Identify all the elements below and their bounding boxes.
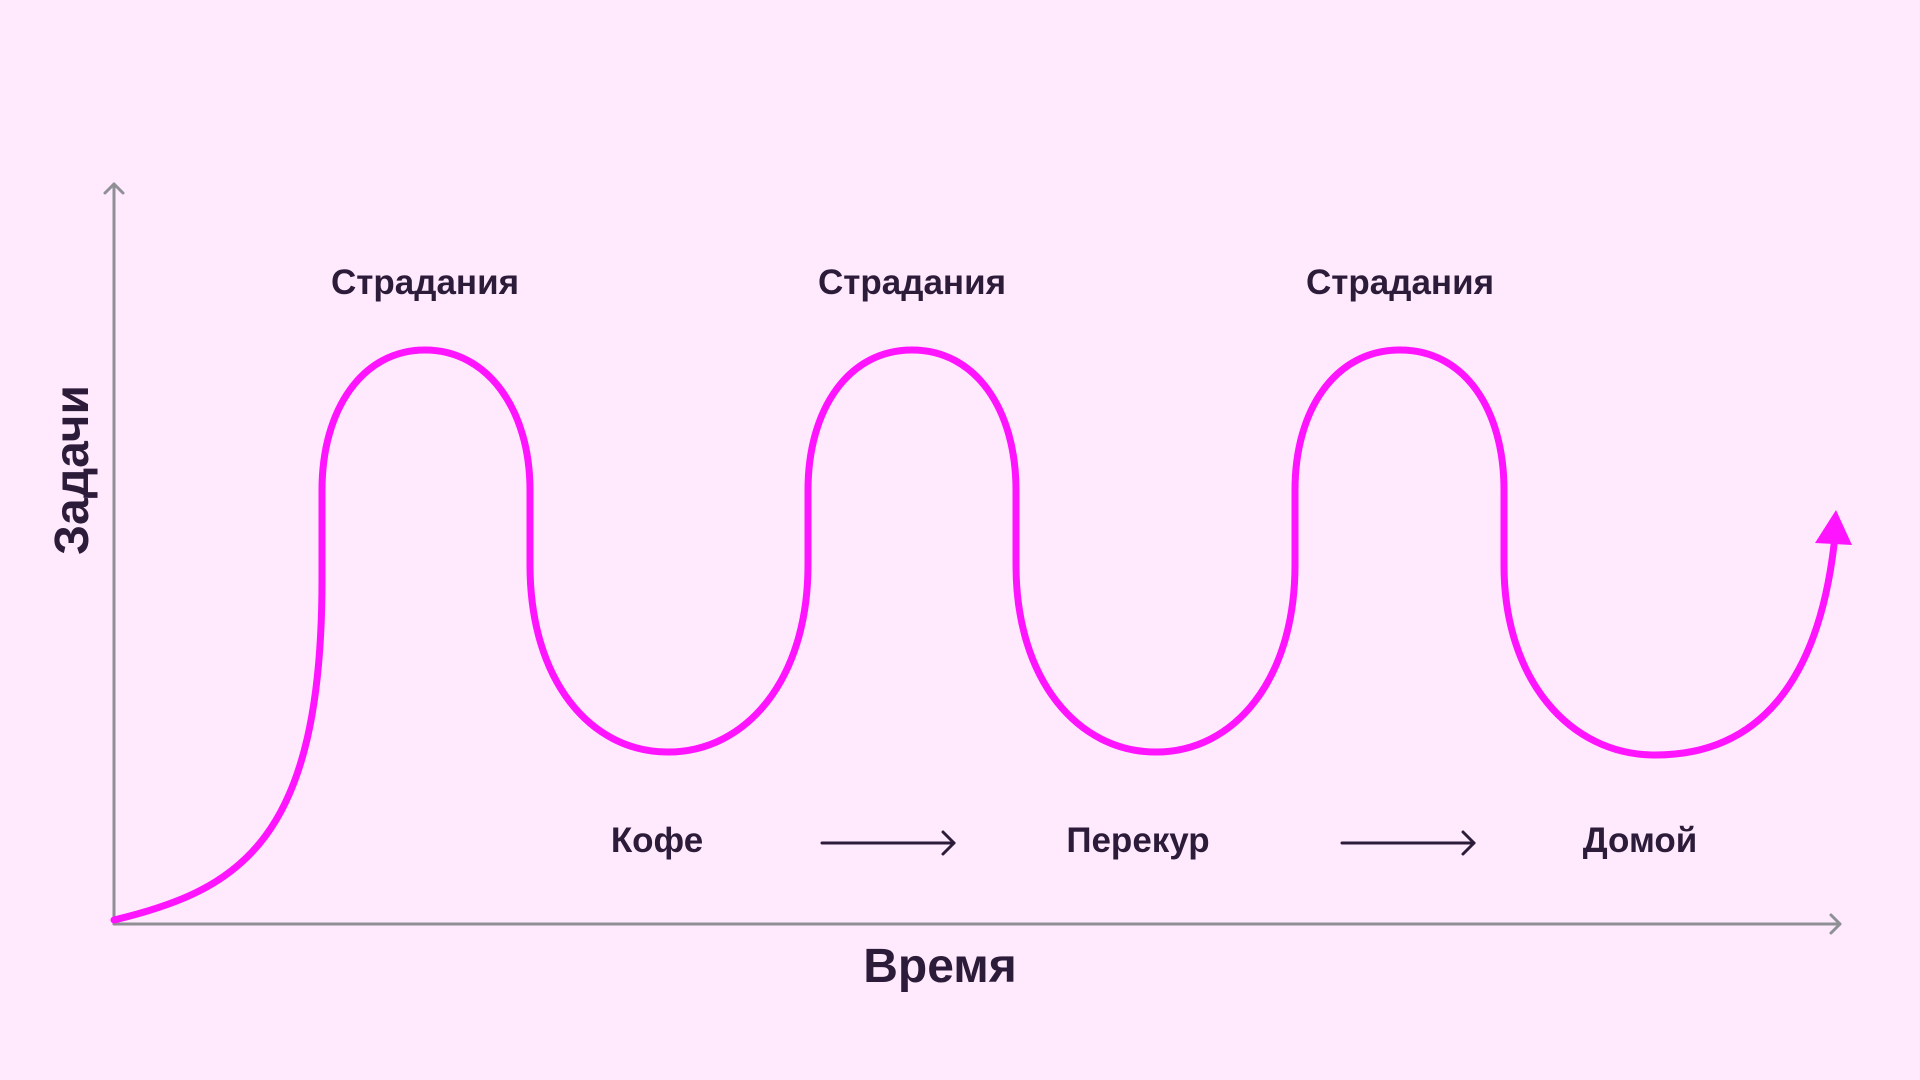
step-label-smoke-break: Перекур — [1066, 821, 1209, 860]
peak-label-1: Страдания — [331, 263, 519, 302]
task-wave-curve — [110, 346, 1838, 924]
step-label-coffee: Кофе — [611, 821, 703, 860]
y-axis-title: Задачи — [46, 385, 99, 555]
x-axis-title: Время — [863, 940, 1017, 993]
step-arrow-2 — [1340, 830, 1476, 856]
step-label-home: Домой — [1583, 821, 1698, 860]
axes — [103, 182, 1842, 935]
x-axis-arrowhead — [1829, 913, 1842, 935]
step-arrow-1 — [820, 830, 956, 856]
curve-arrowhead — [1815, 510, 1852, 545]
peak-label-3: Страдания — [1306, 263, 1494, 302]
y-axis-arrowhead — [103, 182, 125, 195]
peak-label-2: Страдания — [818, 263, 1006, 302]
